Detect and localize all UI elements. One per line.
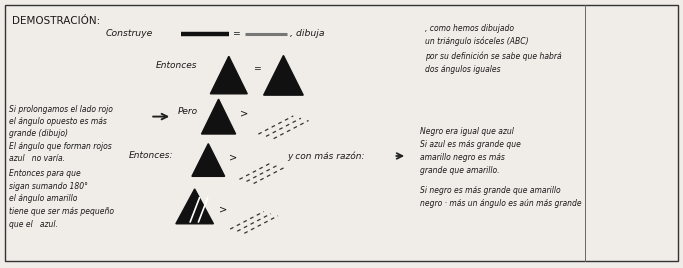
Text: Pero: Pero [178,107,197,116]
Text: que el   azul.: que el azul. [9,220,58,229]
Polygon shape [210,56,247,94]
Polygon shape [264,55,303,95]
Polygon shape [201,99,236,134]
Text: Si prolongamos el lado rojo: Si prolongamos el lado rojo [9,105,113,114]
Text: El ángulo que forman rojos: El ángulo que forman rojos [9,142,111,151]
Text: Entonces para que: Entonces para que [9,169,81,178]
Text: DEMOSTRACIÓN:: DEMOSTRACIÓN: [12,16,100,25]
Text: , dibuja: , dibuja [290,29,325,38]
Polygon shape [192,144,225,176]
Text: el ángulo opuesto es más: el ángulo opuesto es más [9,117,107,126]
Text: Entonces:: Entonces: [128,151,173,160]
Text: >: > [229,152,237,163]
Text: sigan sumando 180°: sigan sumando 180° [9,182,88,191]
Text: negro · más un ángulo es aún más grande: negro · más un ángulo es aún más grande [420,199,582,208]
Text: Entonces: Entonces [156,61,197,70]
Text: Construye: Construye [106,29,153,38]
Text: por su definición se sabe que habrá: por su definición se sabe que habrá [425,51,561,61]
Text: =: = [232,29,240,38]
Text: amarillo negro es más: amarillo negro es más [420,153,505,162]
Text: tiene que ser más pequeño: tiene que ser más pequeño [9,207,114,216]
Text: grande (dibujo): grande (dibujo) [9,129,68,139]
Text: , como hemos dibujado: , como hemos dibujado [425,24,514,33]
Text: grande que amarillo.: grande que amarillo. [420,166,499,175]
Text: un triángulo isóceles (ABC): un triángulo isóceles (ABC) [425,37,529,46]
Text: el ángulo amarillo: el ángulo amarillo [9,194,77,203]
Text: y con más razón:: y con más razón: [287,151,364,161]
Polygon shape [176,189,213,224]
Text: >: > [219,204,227,214]
Text: Si azul es más grande que: Si azul es más grande que [420,140,521,149]
Text: dos ángulos iguales: dos ángulos iguales [425,65,501,74]
Text: azul   no varía.: azul no varía. [9,154,65,163]
FancyBboxPatch shape [5,5,678,261]
Text: Negro era igual que azul: Negro era igual que azul [420,127,514,136]
Text: Si negro es más grande que amarillo: Si negro es más grande que amarillo [420,186,561,195]
Text: =: = [253,64,260,73]
Text: >: > [240,109,249,119]
